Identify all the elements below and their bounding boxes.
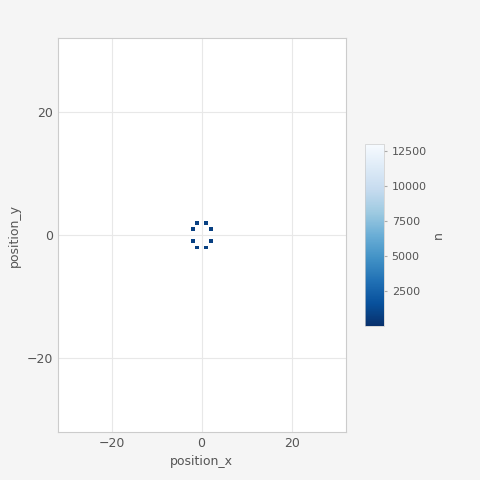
- Point: [202, 244, 210, 252]
- Point: [193, 219, 201, 227]
- Point: [202, 219, 210, 227]
- Y-axis label: n: n: [432, 231, 445, 239]
- Point: [189, 225, 196, 233]
- Y-axis label: position_y: position_y: [8, 204, 21, 267]
- X-axis label: position_x: position_x: [170, 456, 233, 468]
- Point: [207, 238, 215, 245]
- Point: [189, 238, 196, 245]
- Point: [193, 244, 201, 252]
- Point: [207, 225, 215, 233]
